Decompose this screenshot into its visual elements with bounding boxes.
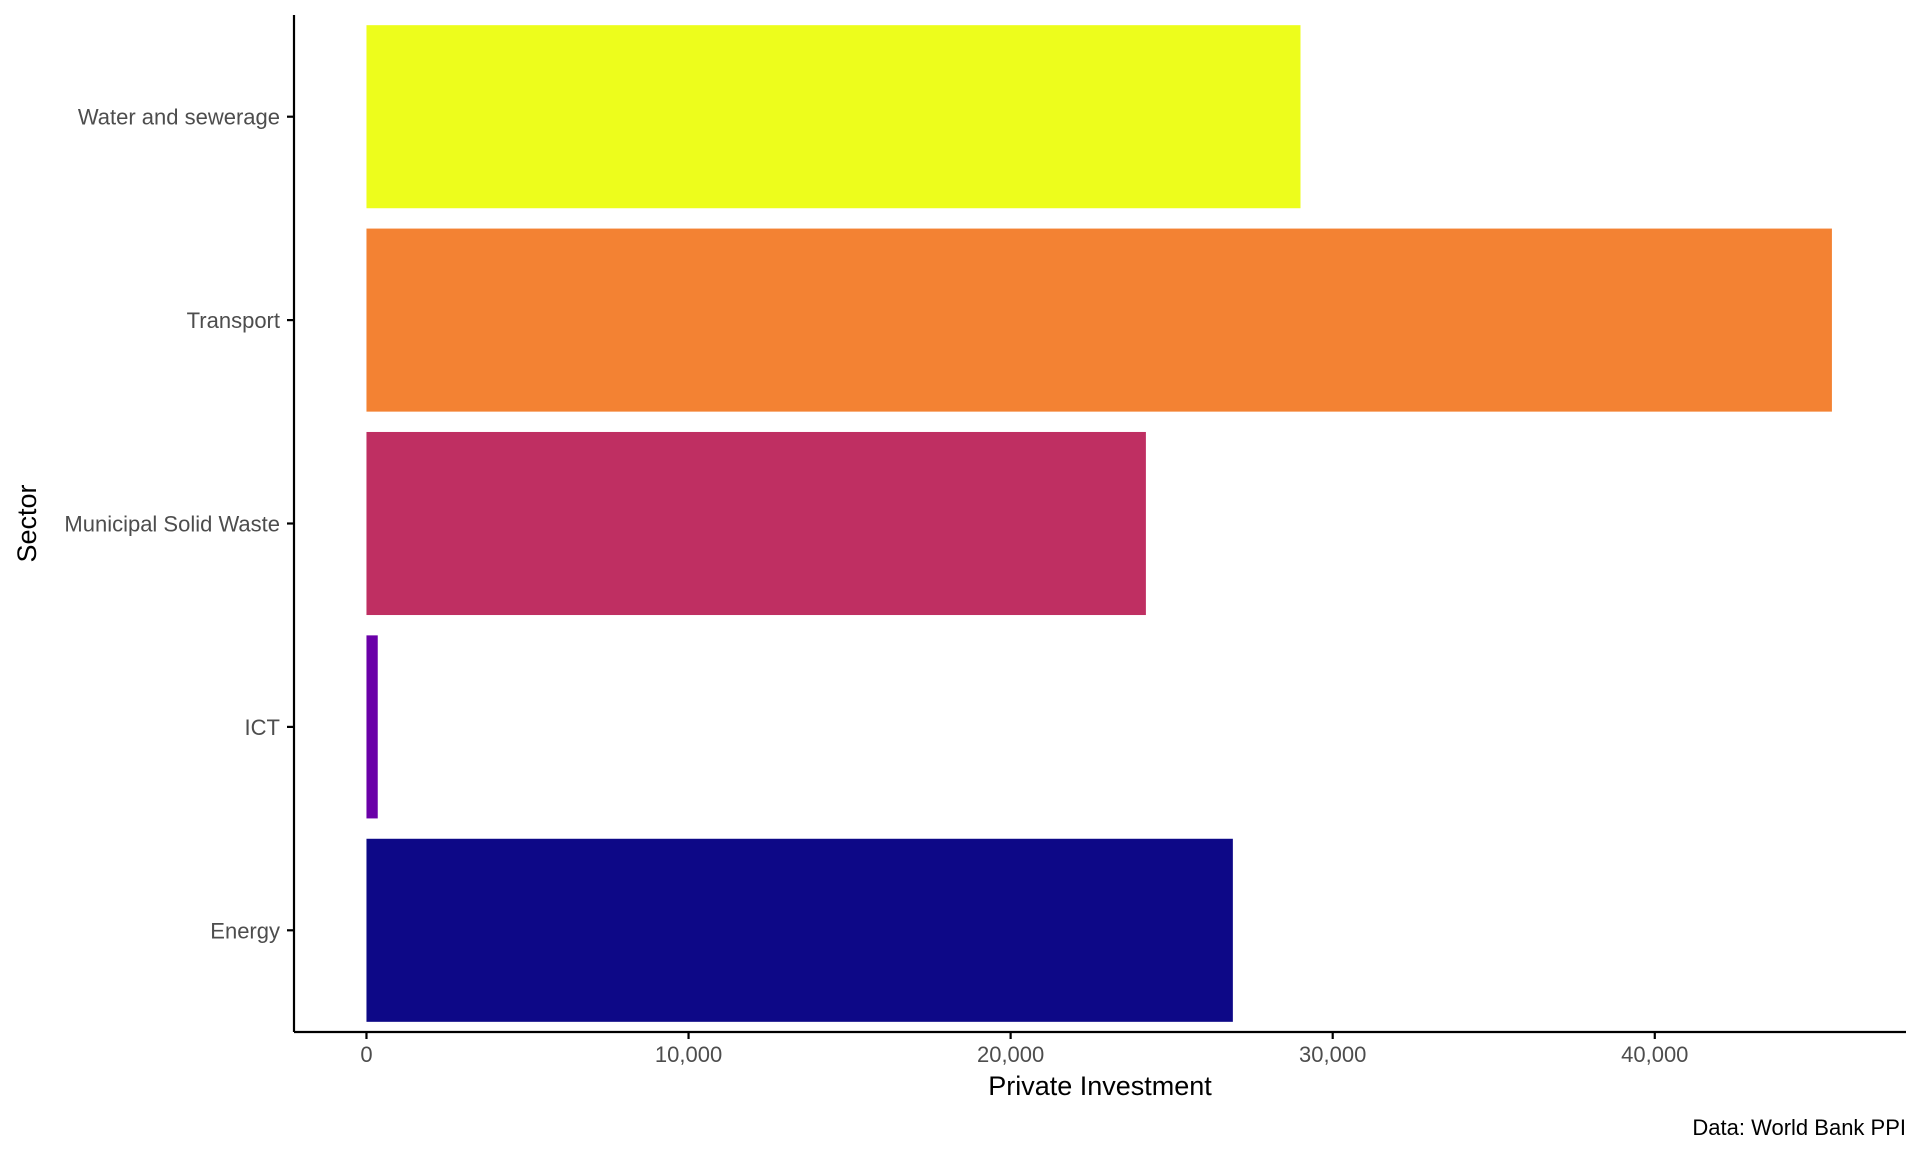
y-tick-label-transport: Transport [187,308,280,333]
x-axis: 0 10,000 20,000 30,000 40,000 [294,1030,1906,1067]
x-tick-label-0: 0 [360,1042,372,1067]
bar-transport [366,228,1832,412]
y-axis-title: Sector [12,484,42,562]
bar-ict [366,635,378,819]
y-axis: Energy ICT Municipal Solid Waste Transport W… [64,15,296,1032]
bars-group [366,25,1832,1022]
y-tick-label-ict: ICT [245,715,280,740]
x-tick-label-40000: 40,000 [1621,1042,1688,1067]
chart-caption: Data: World Bank PPI [1692,1115,1906,1140]
bar-municipal-solid-waste [366,431,1146,616]
y-tick-label-municipal-solid-waste: Municipal Solid Waste [64,512,280,537]
x-tick-label-30000: 30,000 [1299,1042,1366,1067]
bar-water-and-sewerage [366,25,1301,209]
y-tick-label-energy: Energy [210,918,280,943]
x-axis-title: Private Investment [988,1071,1212,1101]
bar-energy [366,838,1233,1022]
y-tick-label-water-and-sewerage: Water and sewerage [78,105,280,130]
x-tick-label-10000: 10,000 [655,1042,722,1067]
x-tick-label-20000: 20,000 [977,1042,1044,1067]
